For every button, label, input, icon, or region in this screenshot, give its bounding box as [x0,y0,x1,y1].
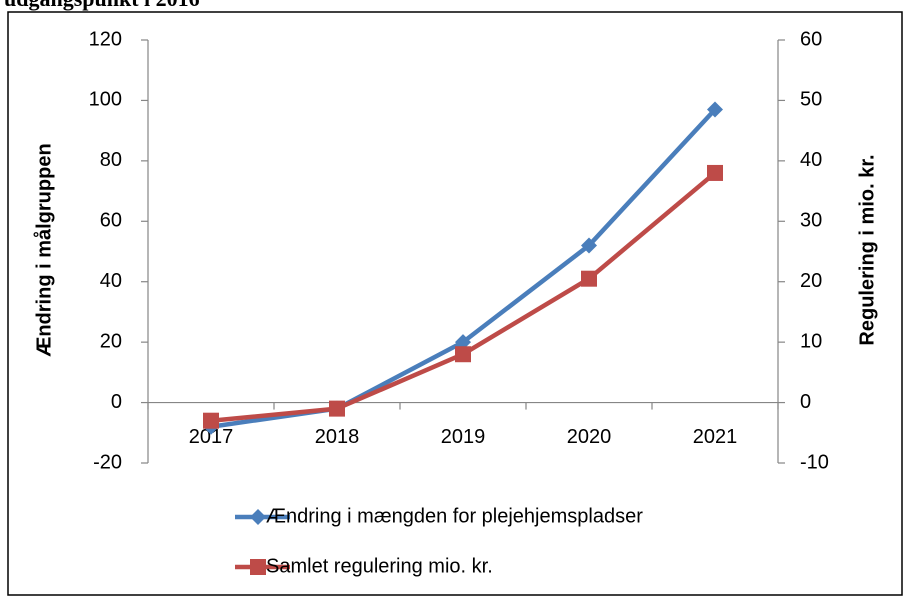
y-tick-label: -20 [93,451,122,473]
data-point [203,412,219,429]
y-tick-label: 20 [100,330,122,352]
y2-tick-label: 10 [800,330,822,352]
legend-label: Ændring i mængden for plejehjemspladser [266,505,643,527]
x-tick-label: 2021 [693,426,738,448]
data-point [329,400,345,417]
y-axis-label: Ændring i målgruppen [32,143,55,356]
data-point [581,270,597,287]
chart-frame [7,11,903,596]
y-tick-label: 40 [100,270,122,292]
y2-tick-label: 50 [800,89,822,111]
data-point [707,101,723,118]
x-tick-label: 2018 [315,426,360,448]
y2-axis-label: Regulering i mio. kr. [856,154,878,345]
y2-tick-label: 0 [800,391,811,413]
y-tick-label: 0 [111,391,122,413]
y-tick-label: 80 [100,149,122,171]
x-tick-label: 2017 [189,426,234,448]
y2-tick-label: 30 [800,210,822,232]
y-tick-label: 100 [89,89,122,111]
x-tick-label: 2020 [567,426,612,448]
y-tick-label: 60 [100,210,122,232]
legend-marker [250,509,266,525]
data-point [455,334,471,351]
y2-tick-label: 20 [800,270,822,292]
data-point [581,237,597,254]
chart-title: udgangspunkt i 2016 [4,0,200,11]
y2-tick-label: 60 [800,28,822,50]
y-tick-label: 120 [89,28,122,50]
data-point [707,164,723,181]
legend-marker [250,559,266,575]
data-point [455,346,471,363]
x-tick-label: 2019 [441,426,486,448]
legend-label: Samlet regulering mio. kr. [266,555,493,577]
y2-tick-label: -10 [800,451,829,473]
y2-tick-label: 40 [800,149,822,171]
